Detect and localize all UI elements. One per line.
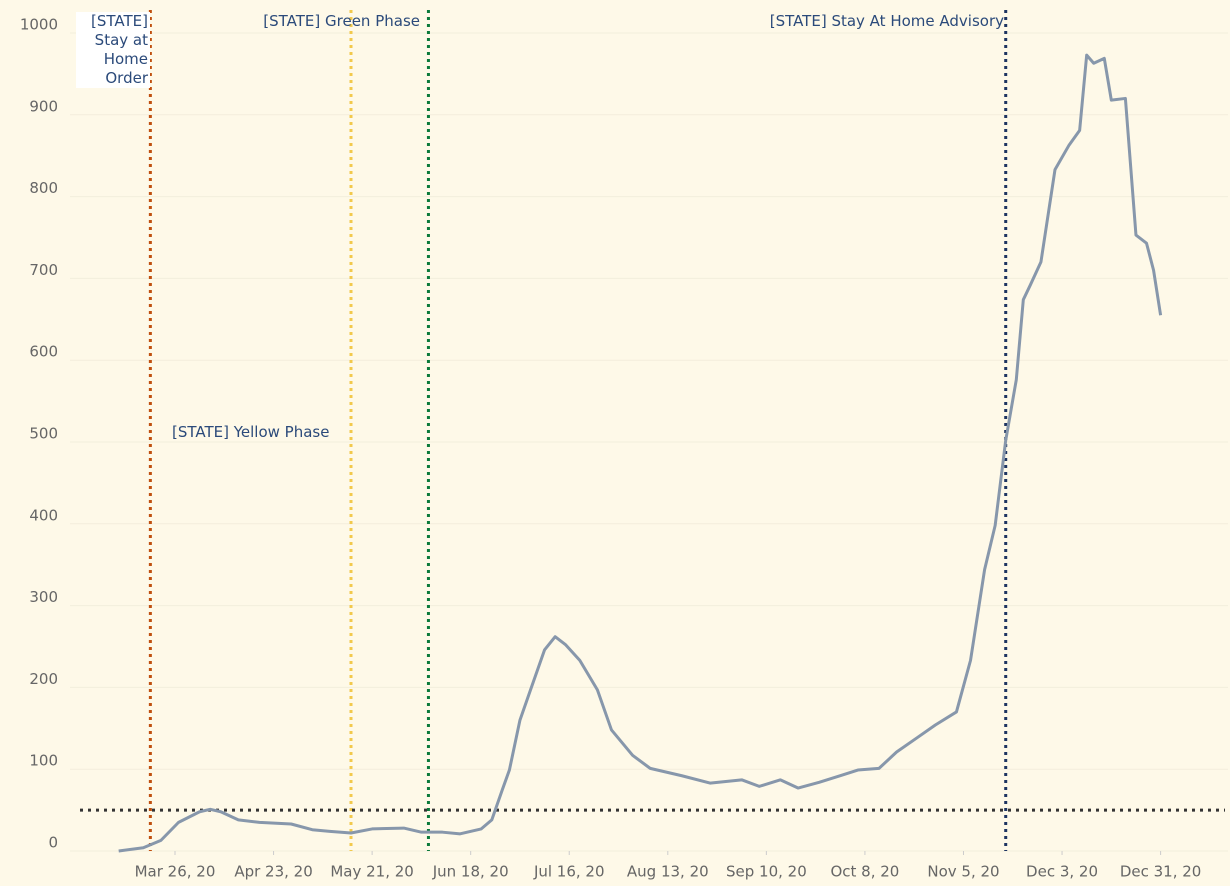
y-tick-label: 400 <box>29 506 58 524</box>
y-tick-label: 100 <box>29 752 58 770</box>
x-tick-label: Mar 26, 20 <box>135 863 216 881</box>
x-tick-label: Aug 13, 20 <box>627 863 709 881</box>
y-tick-label: 800 <box>29 179 58 197</box>
y-tick-label: 300 <box>29 588 58 606</box>
data-line <box>118 53 1163 853</box>
y-tick-label: 1000 <box>20 16 58 34</box>
x-tick-label: Apr 23, 20 <box>234 863 312 881</box>
x-tick-label: May 21, 20 <box>330 863 414 881</box>
y-tick-label: 600 <box>29 343 58 361</box>
event-label: [STATE] Green Phase <box>263 12 420 30</box>
x-tick-label: Dec 31, 20 <box>1120 863 1202 881</box>
y-tick-label: 0 <box>48 834 58 852</box>
y-tick-label: 500 <box>29 425 58 443</box>
x-tick-label: Oct 8, 20 <box>830 863 899 881</box>
x-tick-label: Jun 18, 20 <box>432 863 509 881</box>
event-label: [STATE] Stay At Home Advisory <box>769 12 1004 30</box>
y-tick-label: 200 <box>29 670 58 688</box>
event-label: [STATE] Stay at Home Order <box>76 12 150 88</box>
y-tick-label: 700 <box>29 261 58 279</box>
x-tick-label: Sep 10, 20 <box>726 863 807 881</box>
event-label: [STATE] Yellow Phase <box>172 423 330 441</box>
x-tick-label: Dec 3, 20 <box>1026 863 1098 881</box>
y-tick-label: 900 <box>29 97 58 115</box>
x-tick-label: Nov 5, 20 <box>927 863 999 881</box>
x-tick-label: Jul 16, 20 <box>533 863 605 881</box>
